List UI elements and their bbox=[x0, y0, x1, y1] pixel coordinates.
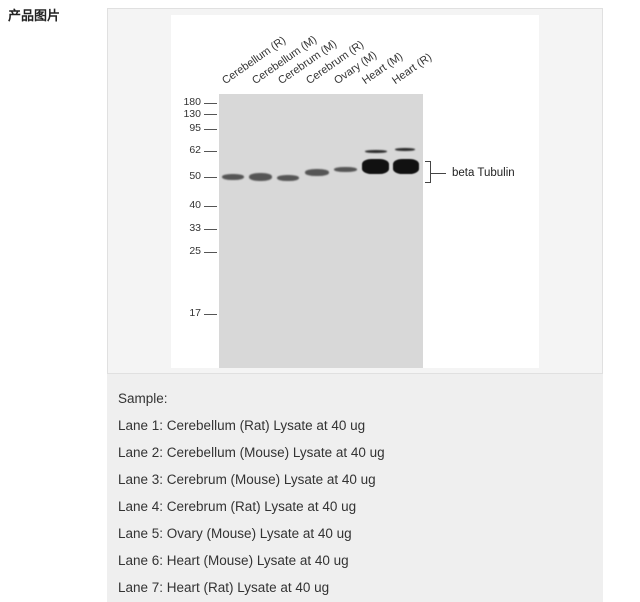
western-blot-figure: Cerebellum (R) Cerebellum (M) Cerebrum (… bbox=[171, 15, 539, 368]
mw-tick bbox=[204, 177, 217, 178]
blot-membrane bbox=[219, 94, 423, 368]
target-pointer bbox=[431, 173, 446, 174]
mw-tick bbox=[204, 229, 217, 230]
band-lane-7 bbox=[393, 159, 419, 174]
mw-tick bbox=[204, 314, 217, 315]
caption-line-6: Lane 6: Heart (Mouse) Lysate at 40 ug bbox=[118, 553, 349, 568]
caption-line-4: Lane 4: Cerebrum (Rat) Lysate at 40 ug bbox=[118, 499, 357, 514]
caption-line-7: Lane 7: Heart (Rat) Lysate at 40 ug bbox=[118, 580, 330, 595]
mw-marker-130: 130 bbox=[183, 108, 201, 120]
mw-marker-62: 62 bbox=[189, 144, 201, 156]
section-heading: 产品图片 bbox=[8, 9, 61, 24]
mw-tick bbox=[204, 114, 217, 115]
band-lane-4 bbox=[305, 169, 329, 176]
caption-title: Sample: bbox=[118, 391, 168, 406]
mw-marker-40: 40 bbox=[189, 199, 201, 211]
band-lane-1 bbox=[222, 174, 244, 180]
mw-tick bbox=[204, 252, 217, 253]
band-lane-6 bbox=[362, 159, 389, 174]
band-lane-3 bbox=[277, 175, 299, 181]
mw-marker-95: 95 bbox=[189, 122, 201, 134]
upper-band-lane-7 bbox=[395, 148, 415, 151]
caption-line-1: Lane 1: Cerebellum (Rat) Lysate at 40 ug bbox=[118, 418, 366, 433]
mw-marker-180: 180 bbox=[183, 96, 201, 108]
mw-tick bbox=[204, 206, 217, 207]
mw-tick bbox=[204, 151, 217, 152]
mw-tick bbox=[204, 103, 217, 104]
mw-marker-50: 50 bbox=[189, 170, 201, 182]
mw-tick bbox=[204, 129, 217, 130]
caption-line-3: Lane 3: Cerebrum (Mouse) Lysate at 40 ug bbox=[118, 472, 376, 487]
sample-caption: Sample: Lane 1: Cerebellum (Rat) Lysate … bbox=[107, 374, 603, 602]
upper-band-lane-6 bbox=[365, 150, 387, 153]
mw-marker-33: 33 bbox=[189, 222, 201, 234]
caption-line-2: Lane 2: Cerebellum (Mouse) Lysate at 40 … bbox=[118, 445, 385, 460]
band-lane-2 bbox=[249, 173, 272, 181]
caption-line-5: Lane 5: Ovary (Mouse) Lysate at 40 ug bbox=[118, 526, 352, 541]
target-bracket bbox=[425, 161, 431, 183]
target-protein-label: beta Tubulin bbox=[452, 167, 515, 179]
mw-marker-25: 25 bbox=[189, 245, 201, 257]
band-lane-5 bbox=[334, 167, 357, 172]
mw-marker-17: 17 bbox=[189, 307, 201, 319]
